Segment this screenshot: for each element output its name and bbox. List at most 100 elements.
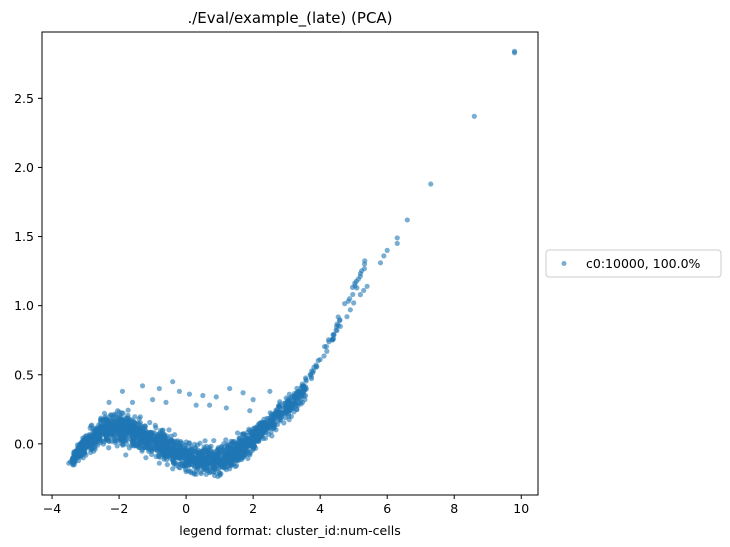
scatter-point: [202, 457, 208, 463]
y-tick-label: 1.0: [14, 298, 34, 313]
x-tick-label: −2: [110, 501, 128, 516]
scatter-point: [201, 466, 207, 472]
scatter-point: [126, 445, 132, 451]
scatter-point: [206, 457, 212, 463]
scatter-point: [134, 442, 141, 448]
x-tick-label: 0: [182, 501, 190, 516]
scatter-point: [120, 410, 126, 416]
scatter-point: [256, 421, 262, 427]
scatter-point: [123, 431, 129, 437]
scatter-point: [362, 258, 368, 264]
scatter-point: [223, 437, 229, 443]
scatter-point: [226, 458, 232, 464]
scatter-point: [121, 425, 127, 431]
legend[interactable]: c0:10000, 100.0%: [545, 249, 722, 278]
scatter-point: [202, 438, 208, 444]
scatter-point: [285, 411, 291, 417]
scatter-point: [173, 443, 180, 450]
scatter-point: [253, 433, 259, 439]
scatter-point: [267, 388, 273, 394]
scatter-point: [177, 440, 183, 446]
scatter-point: [183, 468, 189, 475]
scatter-point: [292, 392, 299, 398]
scatter-point: [233, 451, 239, 457]
scatter-points: [66, 48, 518, 480]
scatter-point: [144, 437, 150, 444]
scatter-point: [245, 455, 251, 462]
scatter-point: [106, 399, 112, 405]
scatter-point: [351, 300, 357, 306]
scatter-point: [227, 385, 233, 392]
scatter-point: [149, 397, 156, 403]
scatter-point: [381, 253, 387, 259]
scatter-point: [90, 445, 96, 451]
scatter-point: [156, 385, 162, 392]
scatter-point: [331, 332, 337, 338]
scatter-point: [198, 458, 204, 464]
scatter-point: [241, 431, 247, 437]
scatter-point: [232, 457, 238, 464]
scatter-point: [218, 445, 224, 451]
scatter-point: [267, 417, 273, 423]
scatter-point: [101, 410, 108, 417]
scatter-point: [352, 283, 358, 289]
scatter-point: [196, 451, 203, 457]
y-axis-ticks: 0.0 0.5 1.0 1.5 2.0 2.5: [14, 91, 42, 451]
scatter-point: [232, 463, 238, 470]
scatter-point: [471, 113, 477, 119]
scatter-point: [294, 396, 300, 402]
scatter-point: [197, 440, 203, 446]
scatter-point: [357, 292, 363, 298]
scatter-point: [247, 408, 253, 414]
scatter-point: [82, 449, 88, 455]
scatter-point: [89, 422, 95, 428]
scatter-point: [125, 418, 131, 424]
scatter-point: [271, 422, 278, 428]
scatter-point: [227, 448, 233, 454]
scatter-point: [309, 368, 315, 374]
scatter-point: [394, 235, 400, 241]
scatter-point: [243, 443, 249, 450]
scatter-point: [177, 444, 184, 450]
scatter-point: [361, 287, 367, 294]
scatter-point: [131, 419, 137, 425]
scatter-point: [147, 419, 153, 426]
scatter-point: [234, 430, 241, 436]
scatter-point: [321, 353, 327, 359]
scatter-point: [129, 399, 136, 405]
scatter-point: [149, 451, 155, 458]
scatter-point: [287, 404, 293, 410]
scatter-point: [209, 450, 215, 456]
scatter-point: [323, 343, 330, 350]
scatter-point: [192, 445, 198, 451]
scatter-point: [151, 430, 157, 436]
scatter-point: [147, 433, 153, 439]
scatter-point: [187, 468, 194, 474]
scatter-point: [221, 459, 227, 465]
scatter-point: [211, 437, 217, 444]
scatter-point: [73, 452, 79, 459]
scatter-point: [109, 413, 115, 419]
scatter-point: [151, 445, 157, 451]
scatter-point: [123, 452, 129, 458]
scatter-point: [156, 453, 162, 459]
x-axis-ticks: −4 −2 0 2 4 6 8 10: [43, 495, 529, 516]
y-tick-label: 2.0: [14, 160, 34, 175]
scatter-point: [111, 423, 117, 429]
scatter-point: [324, 348, 330, 354]
scatter-point: [298, 401, 304, 407]
scatter-point: [166, 427, 172, 433]
scatter-point: [355, 276, 361, 282]
scatter-point: [357, 270, 364, 277]
scatter-point: [160, 448, 166, 454]
scatter-point: [106, 445, 112, 451]
scatter-point: [243, 438, 249, 444]
scatter-point: [193, 471, 199, 477]
scatter-point: [95, 427, 102, 434]
scatter-point: [130, 437, 136, 443]
scatter-point: [186, 391, 193, 397]
scatter-point: [139, 383, 146, 389]
scatter-point: [203, 471, 209, 477]
scatter-point: [160, 436, 166, 442]
scatter-point: [119, 421, 125, 427]
